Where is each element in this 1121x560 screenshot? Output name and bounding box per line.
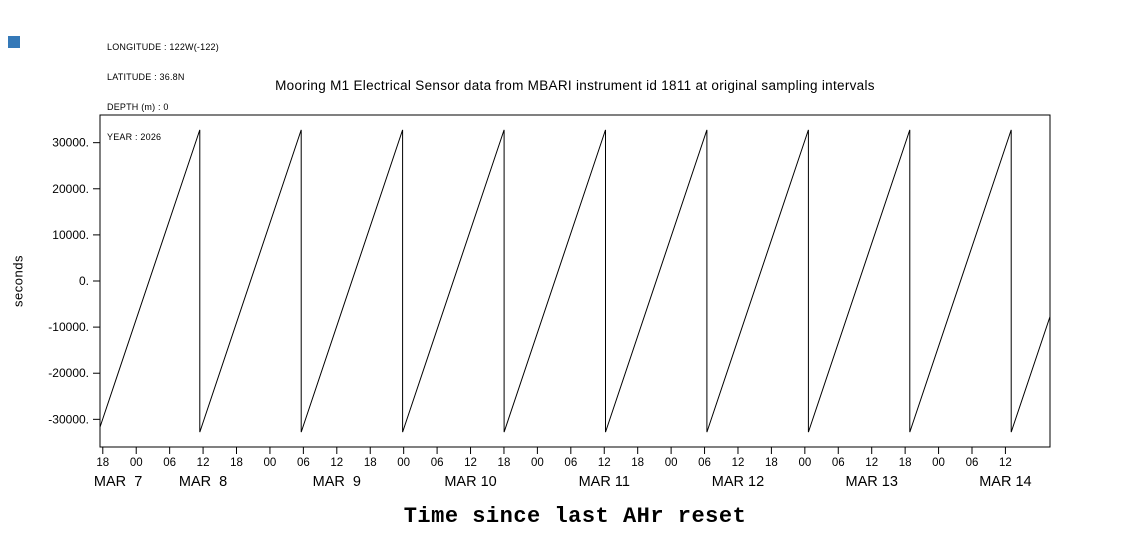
y-tick-label: 20000. <box>52 182 89 196</box>
x-tick-label: 18 <box>498 457 511 469</box>
x-tick-label: 00 <box>932 457 945 469</box>
x-tick-label: 18 <box>364 457 377 469</box>
y-tick-label: -10000. <box>48 320 89 334</box>
x-tick-label: 12 <box>197 457 210 469</box>
header-metadata: LONGITUDE : 122W(-122) LATITUDE : 36.8N … <box>107 22 219 162</box>
x-tick-label: 12 <box>865 457 878 469</box>
x-tick-label: 18 <box>230 457 243 469</box>
chart-title: Mooring M1 Electrical Sensor data from M… <box>275 78 875 93</box>
x-tick-label: 06 <box>698 457 711 469</box>
x-date-label: MAR 8 <box>179 474 227 490</box>
x-date-label: MAR 10 <box>444 474 496 490</box>
x-date-label: MAR 12 <box>712 474 764 490</box>
x-tick-label: 06 <box>431 457 444 469</box>
x-tick-label: 18 <box>765 457 778 469</box>
meta-longitude: LONGITUDE : 122W(-122) <box>107 42 219 52</box>
x-tick-label: 12 <box>598 457 611 469</box>
x-tick-label: 06 <box>297 457 310 469</box>
x-tick-label: 18 <box>631 457 644 469</box>
x-tick-label: 06 <box>564 457 577 469</box>
meta-year: YEAR : 2026 <box>107 132 162 142</box>
meta-depth: DEPTH (m) : 0 <box>107 102 169 112</box>
x-tick-label: 18 <box>96 457 109 469</box>
x-date-label: MAR 7 <box>94 474 142 490</box>
x-tick-label: 12 <box>732 457 745 469</box>
meta-latitude: LATITUDE : 36.8N <box>107 72 185 82</box>
x-tick-label: 00 <box>531 457 544 469</box>
corner-marker-icon <box>8 36 20 48</box>
x-date-label: MAR 11 <box>579 474 630 490</box>
x-tick-label: 06 <box>832 457 845 469</box>
x-tick-label: 12 <box>464 457 477 469</box>
x-date-label: MAR 9 <box>313 474 361 490</box>
y-tick-label: -20000. <box>48 366 89 380</box>
plot-frame <box>99 114 1051 448</box>
y-tick-label: -30000. <box>48 412 89 426</box>
x-tick-label: 18 <box>899 457 912 469</box>
x-tick-label: 12 <box>999 457 1012 469</box>
x-tick-label: 00 <box>798 457 811 469</box>
y-tick-label: 10000. <box>52 228 89 242</box>
series-line <box>99 129 1051 433</box>
x-axis-title: Time since last AHr reset <box>403 504 747 529</box>
x-tick-label: 00 <box>264 457 277 469</box>
x-tick-label: 00 <box>665 457 678 469</box>
x-tick-label: 12 <box>330 457 343 469</box>
y-tick-label: 30000. <box>52 136 89 150</box>
y-tick-label: 0. <box>79 274 89 288</box>
x-tick-label: 06 <box>163 457 176 469</box>
x-tick-label: 00 <box>130 457 143 469</box>
x-date-label: MAR 13 <box>846 474 898 490</box>
x-tick-label: 00 <box>397 457 410 469</box>
x-date-label: MAR 14 <box>979 474 1031 490</box>
x-tick-label: 06 <box>966 457 979 469</box>
